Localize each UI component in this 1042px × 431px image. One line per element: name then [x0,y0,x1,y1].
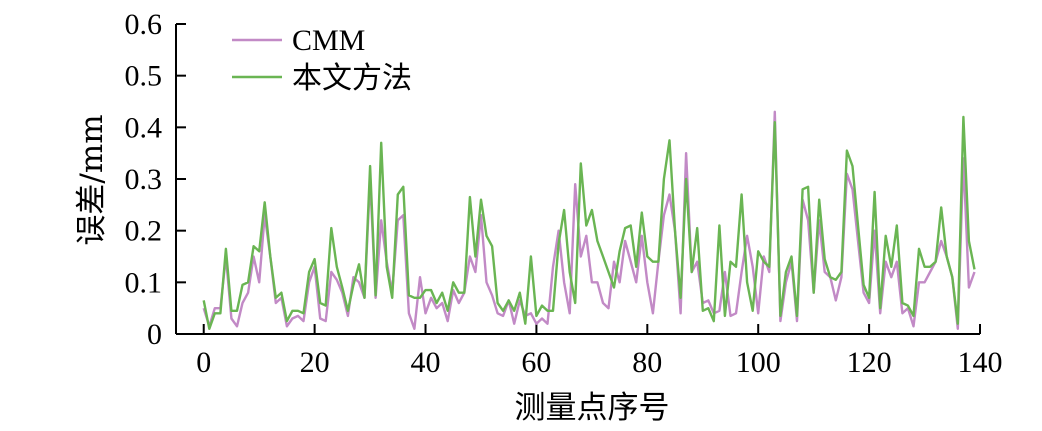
x-tick-label: 140 [958,346,1003,379]
x-tick-label: 100 [736,346,781,379]
x-axis-title: 测量点序号 [515,390,670,426]
y-tick-label: 0.5 [125,60,163,93]
x-tick-label: 60 [521,346,551,379]
y-tick-label: 0.2 [125,215,163,248]
x-tick-label: 20 [300,346,330,379]
x-tick-label: 40 [411,346,441,379]
y-axis-title: 误差/mm [74,114,110,245]
legend: CMM 本文方法 [232,24,412,95]
series-line-proposed [202,115,976,330]
y-tick-label: 0.3 [125,163,163,196]
legend-label-cmm: CMM [292,24,365,57]
x-tick-label: 120 [847,346,892,379]
plot-lines [202,110,976,330]
y-tick-label: 0 [147,318,162,351]
y-tick-label: 0.4 [125,111,163,144]
legend-label-proposed: 本文方法 [292,62,412,95]
y-tick-label: 0.1 [125,266,163,299]
axes: 0 0.1 0.2 0.3 0.4 0.5 0.6 0 20 40 60 80 100 120 140 [125,8,1003,379]
x-tick-label: 80 [632,346,662,379]
x-tick-label: 0 [196,346,211,379]
y-tick-label: 0.6 [125,8,163,41]
